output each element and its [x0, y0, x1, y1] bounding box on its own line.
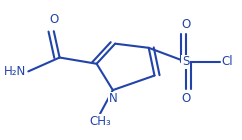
- Text: H₂N: H₂N: [4, 65, 26, 78]
- Text: Cl: Cl: [222, 55, 233, 68]
- Text: CH₃: CH₃: [89, 115, 111, 128]
- Text: O: O: [181, 92, 190, 105]
- Text: S: S: [182, 55, 189, 68]
- Text: O: O: [181, 18, 190, 31]
- Text: N: N: [108, 92, 117, 105]
- Text: O: O: [49, 13, 58, 26]
